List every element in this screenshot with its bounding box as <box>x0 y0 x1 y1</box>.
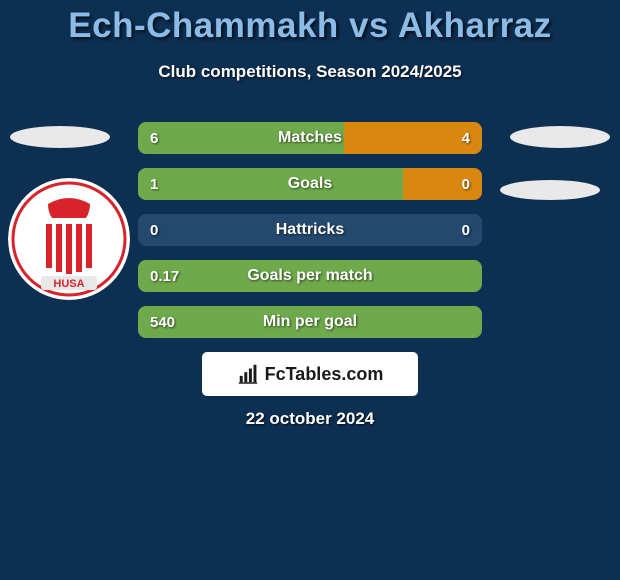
club-logo-svg: HUSA <box>8 178 130 300</box>
stat-row-goals: 1 Goals 0 <box>138 168 482 200</box>
stat-bar-left <box>138 306 482 338</box>
stat-bars: 6 Matches 4 1 Goals 0 0 Hattricks 0 0.17… <box>138 122 482 352</box>
player2-silhouette <box>510 126 610 148</box>
footer-date: 22 october 2024 <box>0 409 620 429</box>
stat-bar-left <box>138 168 403 200</box>
bar-chart-icon <box>237 363 259 385</box>
comparison-card: Ech-Chammakh vs Akharraz Club competitio… <box>0 0 620 580</box>
stat-row-hattricks: 0 Hattricks 0 <box>138 214 482 246</box>
brand-text: FcTables.com <box>265 364 384 385</box>
svg-text:HUSA: HUSA <box>53 278 84 290</box>
stat-value-left: 0 <box>150 214 158 246</box>
stat-label: Hattricks <box>138 214 482 246</box>
stat-bar-right <box>344 122 482 154</box>
page-title: Ech-Chammakh vs Akharraz <box>0 6 620 46</box>
stat-row-goals-per-match: 0.17 Goals per match <box>138 260 482 292</box>
brand-badge[interactable]: FcTables.com <box>202 352 418 396</box>
player2-club-silhouette <box>500 180 600 200</box>
stat-row-min-per-goal: 540 Min per goal <box>138 306 482 338</box>
stat-bar-left <box>138 260 482 292</box>
player1-club-logo: HUSA <box>8 178 130 300</box>
stat-value-right: 0 <box>462 214 470 246</box>
stat-row-matches: 6 Matches 4 <box>138 122 482 154</box>
stat-bar-left <box>138 122 344 154</box>
player1-silhouette <box>10 126 110 148</box>
subtitle: Club competitions, Season 2024/2025 <box>0 62 620 82</box>
stat-bar-right <box>403 168 482 200</box>
